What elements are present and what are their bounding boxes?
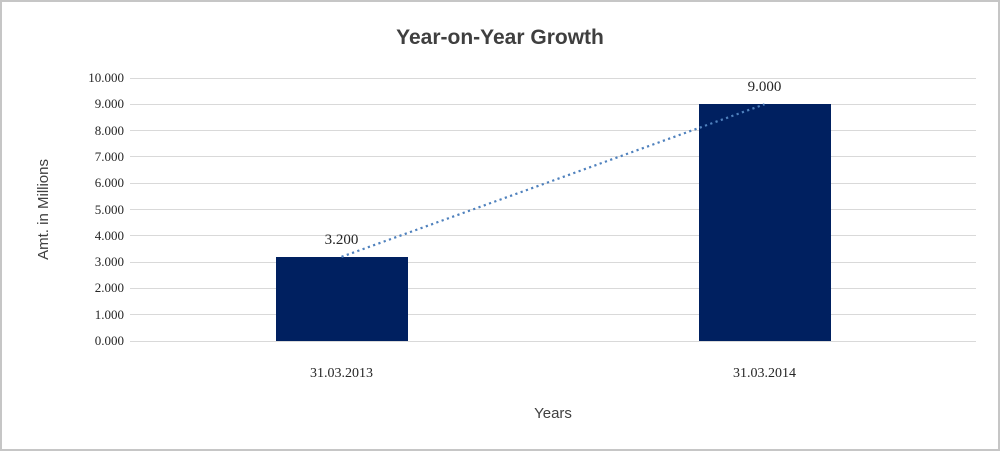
y-tick-label: 1.000	[94, 306, 124, 322]
bar-value-label: 3.200	[324, 231, 359, 248]
y-tick-label: 5.000	[94, 201, 124, 217]
y-tick-label: 3.000	[94, 254, 124, 270]
gridline	[130, 235, 976, 237]
gridline	[130, 156, 976, 158]
y-tick-label: 6.000	[94, 175, 124, 191]
gridline	[130, 130, 976, 132]
y-axis-tick-labels: 0.000 1.000 2.000 3.000 4.000 5.000 6.000 7.000…	[2, 70, 124, 348]
gridline	[130, 182, 976, 184]
y-tick-label: 4.000	[94, 227, 124, 243]
gridline	[130, 314, 976, 316]
gridline	[130, 209, 976, 210]
gridline	[130, 103, 976, 105]
gridline	[130, 340, 976, 342]
bar-value-label: 9.000	[747, 79, 782, 96]
y-tick-label: 0.000	[94, 333, 124, 348]
y-tick-label: 10.000	[88, 70, 124, 85]
y-tick-label: 8.000	[94, 122, 124, 138]
plot-area: 3.200 31.03.2013 9.000 31.03.2014	[130, 77, 976, 381]
gridline	[130, 261, 976, 263]
y-tick-label: 7.000	[94, 148, 124, 164]
bar	[275, 256, 408, 341]
bar	[698, 104, 831, 341]
x-axis-title: Years	[534, 405, 572, 422]
y-tick-label: 9.000	[94, 96, 124, 112]
chart-title: Year-on-Year Growth	[396, 26, 604, 49]
gridline	[130, 77, 976, 79]
gridline	[130, 287, 976, 289]
category-label: 31.03.2014	[733, 366, 796, 381]
y-tick-label: 2.000	[94, 280, 124, 296]
category-label: 31.03.2013	[310, 366, 373, 381]
